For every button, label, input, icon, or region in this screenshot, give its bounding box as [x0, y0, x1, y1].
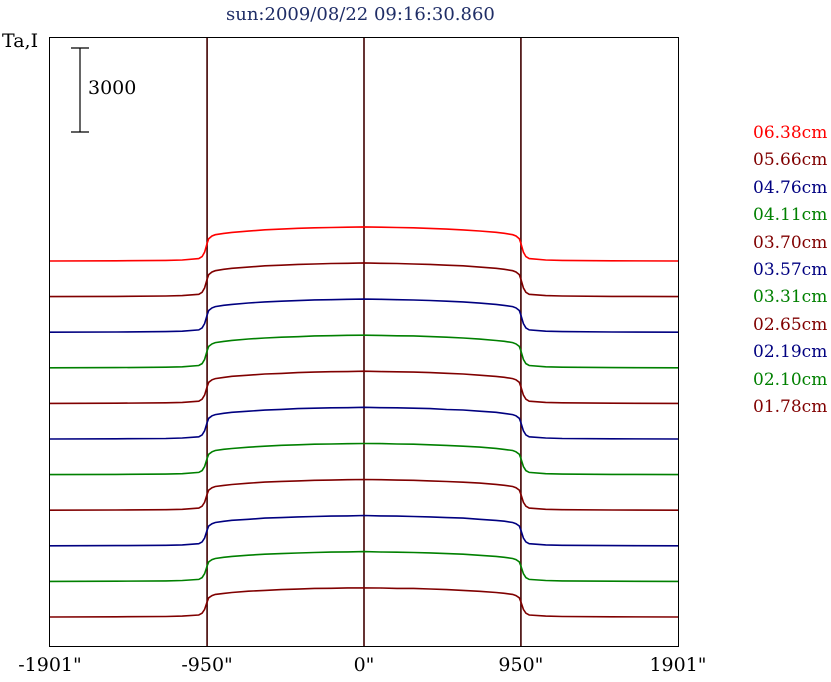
- legend-item-3: 04.11cm: [753, 205, 828, 226]
- scale-bar-label: 3000: [88, 77, 137, 99]
- x-tick-label-3: 950": [498, 654, 544, 676]
- plot-frame: [49, 37, 679, 647]
- legend-item-8: 02.19cm: [753, 342, 828, 363]
- x-tick-label-1: -950": [181, 654, 233, 676]
- legend-item-0: 06.38cm: [753, 123, 828, 143]
- series-line-01.78cm: [49, 587, 679, 618]
- series-line-02.19cm: [49, 514, 679, 547]
- legend: 06.38cm 05.66cm 04.76cm 04.11cm 03.70cm 03.57…: [753, 120, 831, 421]
- legend-item-5: 03.57cm: [753, 259, 828, 280]
- series-line-05.66cm: [49, 262, 679, 298]
- series-line-06.38cm: [49, 226, 679, 262]
- legend-item-2: 04.76cm: [753, 177, 828, 198]
- series-lines: [49, 226, 679, 618]
- x-tick-label-4: 1901": [649, 654, 707, 676]
- legend-item-6: 03.31cm: [753, 287, 828, 308]
- legend-item-4: 03.70cm: [753, 232, 828, 253]
- legend-item-10: 01.78cm: [753, 396, 828, 417]
- vertical-markers: [206, 38, 522, 646]
- chart-title: sun:2009/08/22 09:16:30.860: [226, 4, 495, 25]
- series-line-02.65cm: [49, 478, 679, 511]
- series-line-03.31cm: [49, 442, 679, 476]
- series-line-03.70cm: [49, 370, 679, 405]
- x-tick-label-2: 0": [353, 654, 375, 676]
- legend-item-1: 05.66cm: [753, 150, 828, 171]
- legend-item-7: 02.65cm: [753, 314, 828, 335]
- series-line-03.57cm: [49, 406, 679, 440]
- scale-bar: [71, 47, 89, 133]
- series-line-04.11cm: [49, 334, 679, 369]
- series-line-04.76cm: [49, 298, 679, 333]
- x-tick-label-0: -1901": [18, 654, 82, 676]
- legend-item-9: 02.10cm: [753, 369, 828, 390]
- y-axis-label: Ta,I: [2, 30, 39, 52]
- series-line-02.10cm: [49, 550, 679, 583]
